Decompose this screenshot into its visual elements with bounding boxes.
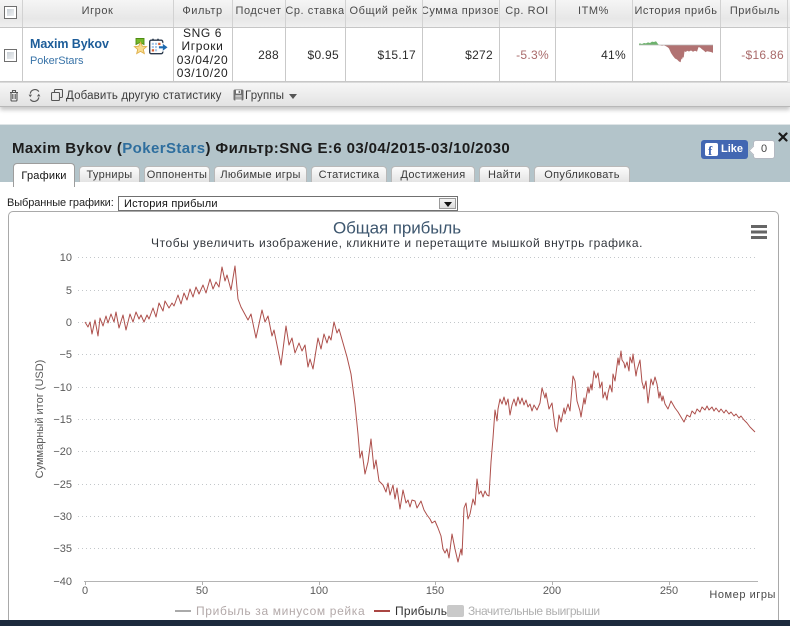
svg-text:0: 0 [66, 317, 72, 329]
svg-text:−35: −35 [53, 543, 72, 555]
svg-text:250: 250 [660, 585, 678, 597]
svg-text:Чтобы увеличить изображение, к: Чтобы увеличить изображение, кликните и … [151, 236, 643, 250]
svg-text:50: 50 [196, 585, 208, 597]
svg-text:−15: −15 [53, 414, 72, 426]
svg-text:5: 5 [66, 285, 72, 297]
svg-text:−10: −10 [53, 382, 72, 394]
svg-text:−40: −40 [53, 576, 72, 588]
svg-text:Общая прибыль: Общая прибыль [333, 219, 461, 238]
svg-text:−25: −25 [53, 479, 72, 491]
svg-text:Значительные выигрыши: Значительные выигрыши [468, 604, 600, 618]
svg-text:−20: −20 [53, 446, 72, 458]
svg-text:Прибыль за минусом рейка: Прибыль за минусом рейка [196, 604, 365, 618]
svg-text:0: 0 [82, 585, 88, 597]
svg-text:200: 200 [543, 585, 561, 597]
svg-text:100: 100 [310, 585, 328, 597]
svg-text:−5: −5 [59, 349, 72, 361]
svg-text:Номер игры: Номер игры [709, 589, 776, 601]
svg-text:−30: −30 [53, 511, 72, 523]
svg-text:Суммарный итог (USD): Суммарный итог (USD) [34, 360, 46, 479]
svg-text:150: 150 [426, 585, 444, 597]
svg-text:10: 10 [60, 252, 72, 264]
svg-text:Прибыль: Прибыль [395, 604, 447, 618]
